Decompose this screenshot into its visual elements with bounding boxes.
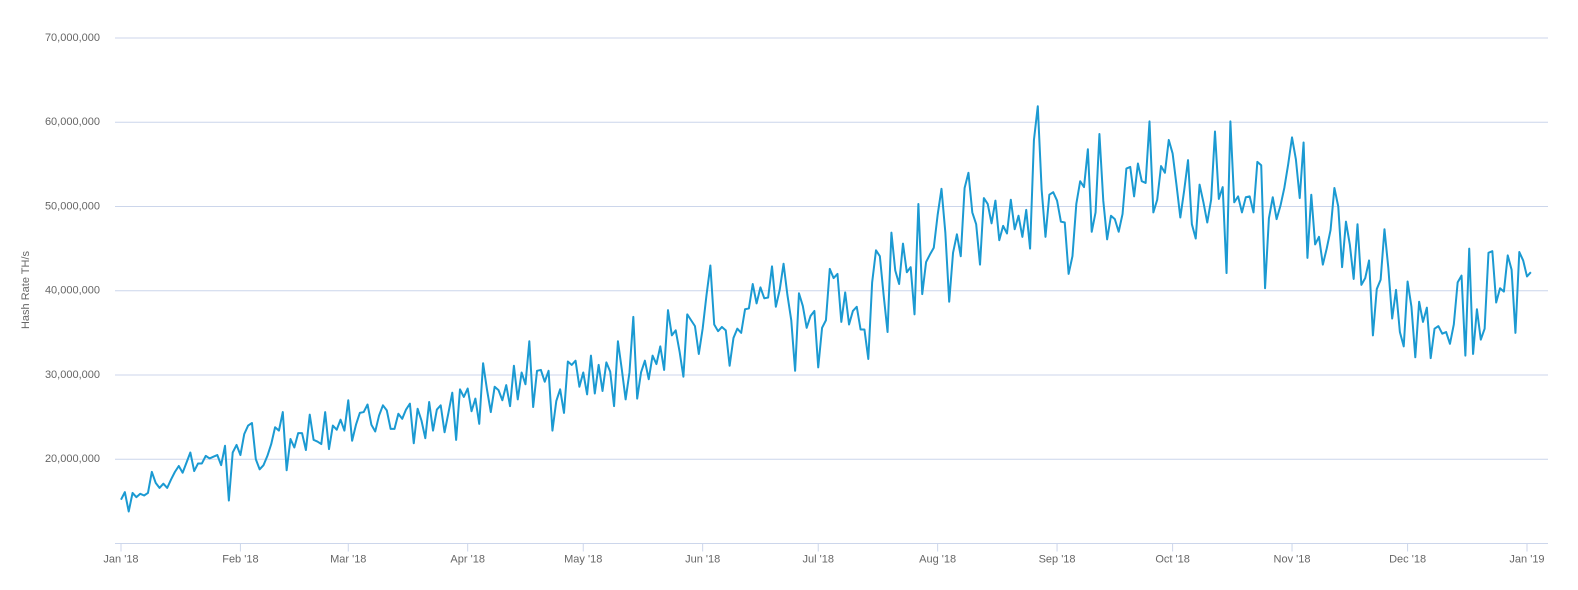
x-tick-label: May '18 [564, 553, 602, 565]
x-tick-label: Feb '18 [222, 553, 258, 565]
y-tick-label: 30,000,000 [45, 369, 100, 381]
x-tick-label: Dec '18 [1389, 553, 1426, 565]
x-tick-label: Sep '18 [1039, 553, 1076, 565]
y-tick-label: 70,000,000 [45, 32, 100, 44]
x-tick-label: Jun '18 [685, 553, 720, 565]
x-tick-label: Jan '19 [1509, 553, 1544, 565]
y-tick-label: 50,000,000 [45, 200, 100, 212]
x-tick-label: Mar '18 [330, 553, 366, 565]
y-tick-label: 60,000,000 [45, 116, 100, 128]
x-tick-label: Oct '18 [1155, 553, 1190, 565]
x-tick-label: Nov '18 [1274, 553, 1311, 565]
x-tick-label: Aug '18 [919, 553, 956, 565]
y-axis-label: Hash Rate TH/s [20, 250, 32, 329]
x-tick-label: Jul '18 [802, 553, 833, 565]
y-tick-label: 40,000,000 [45, 285, 100, 297]
y-tick-label: 20,000,000 [45, 453, 100, 465]
x-tick-label: Apr '18 [450, 553, 485, 565]
x-tick-label: Jan '18 [103, 553, 138, 565]
data-line [120, 105, 1532, 513]
